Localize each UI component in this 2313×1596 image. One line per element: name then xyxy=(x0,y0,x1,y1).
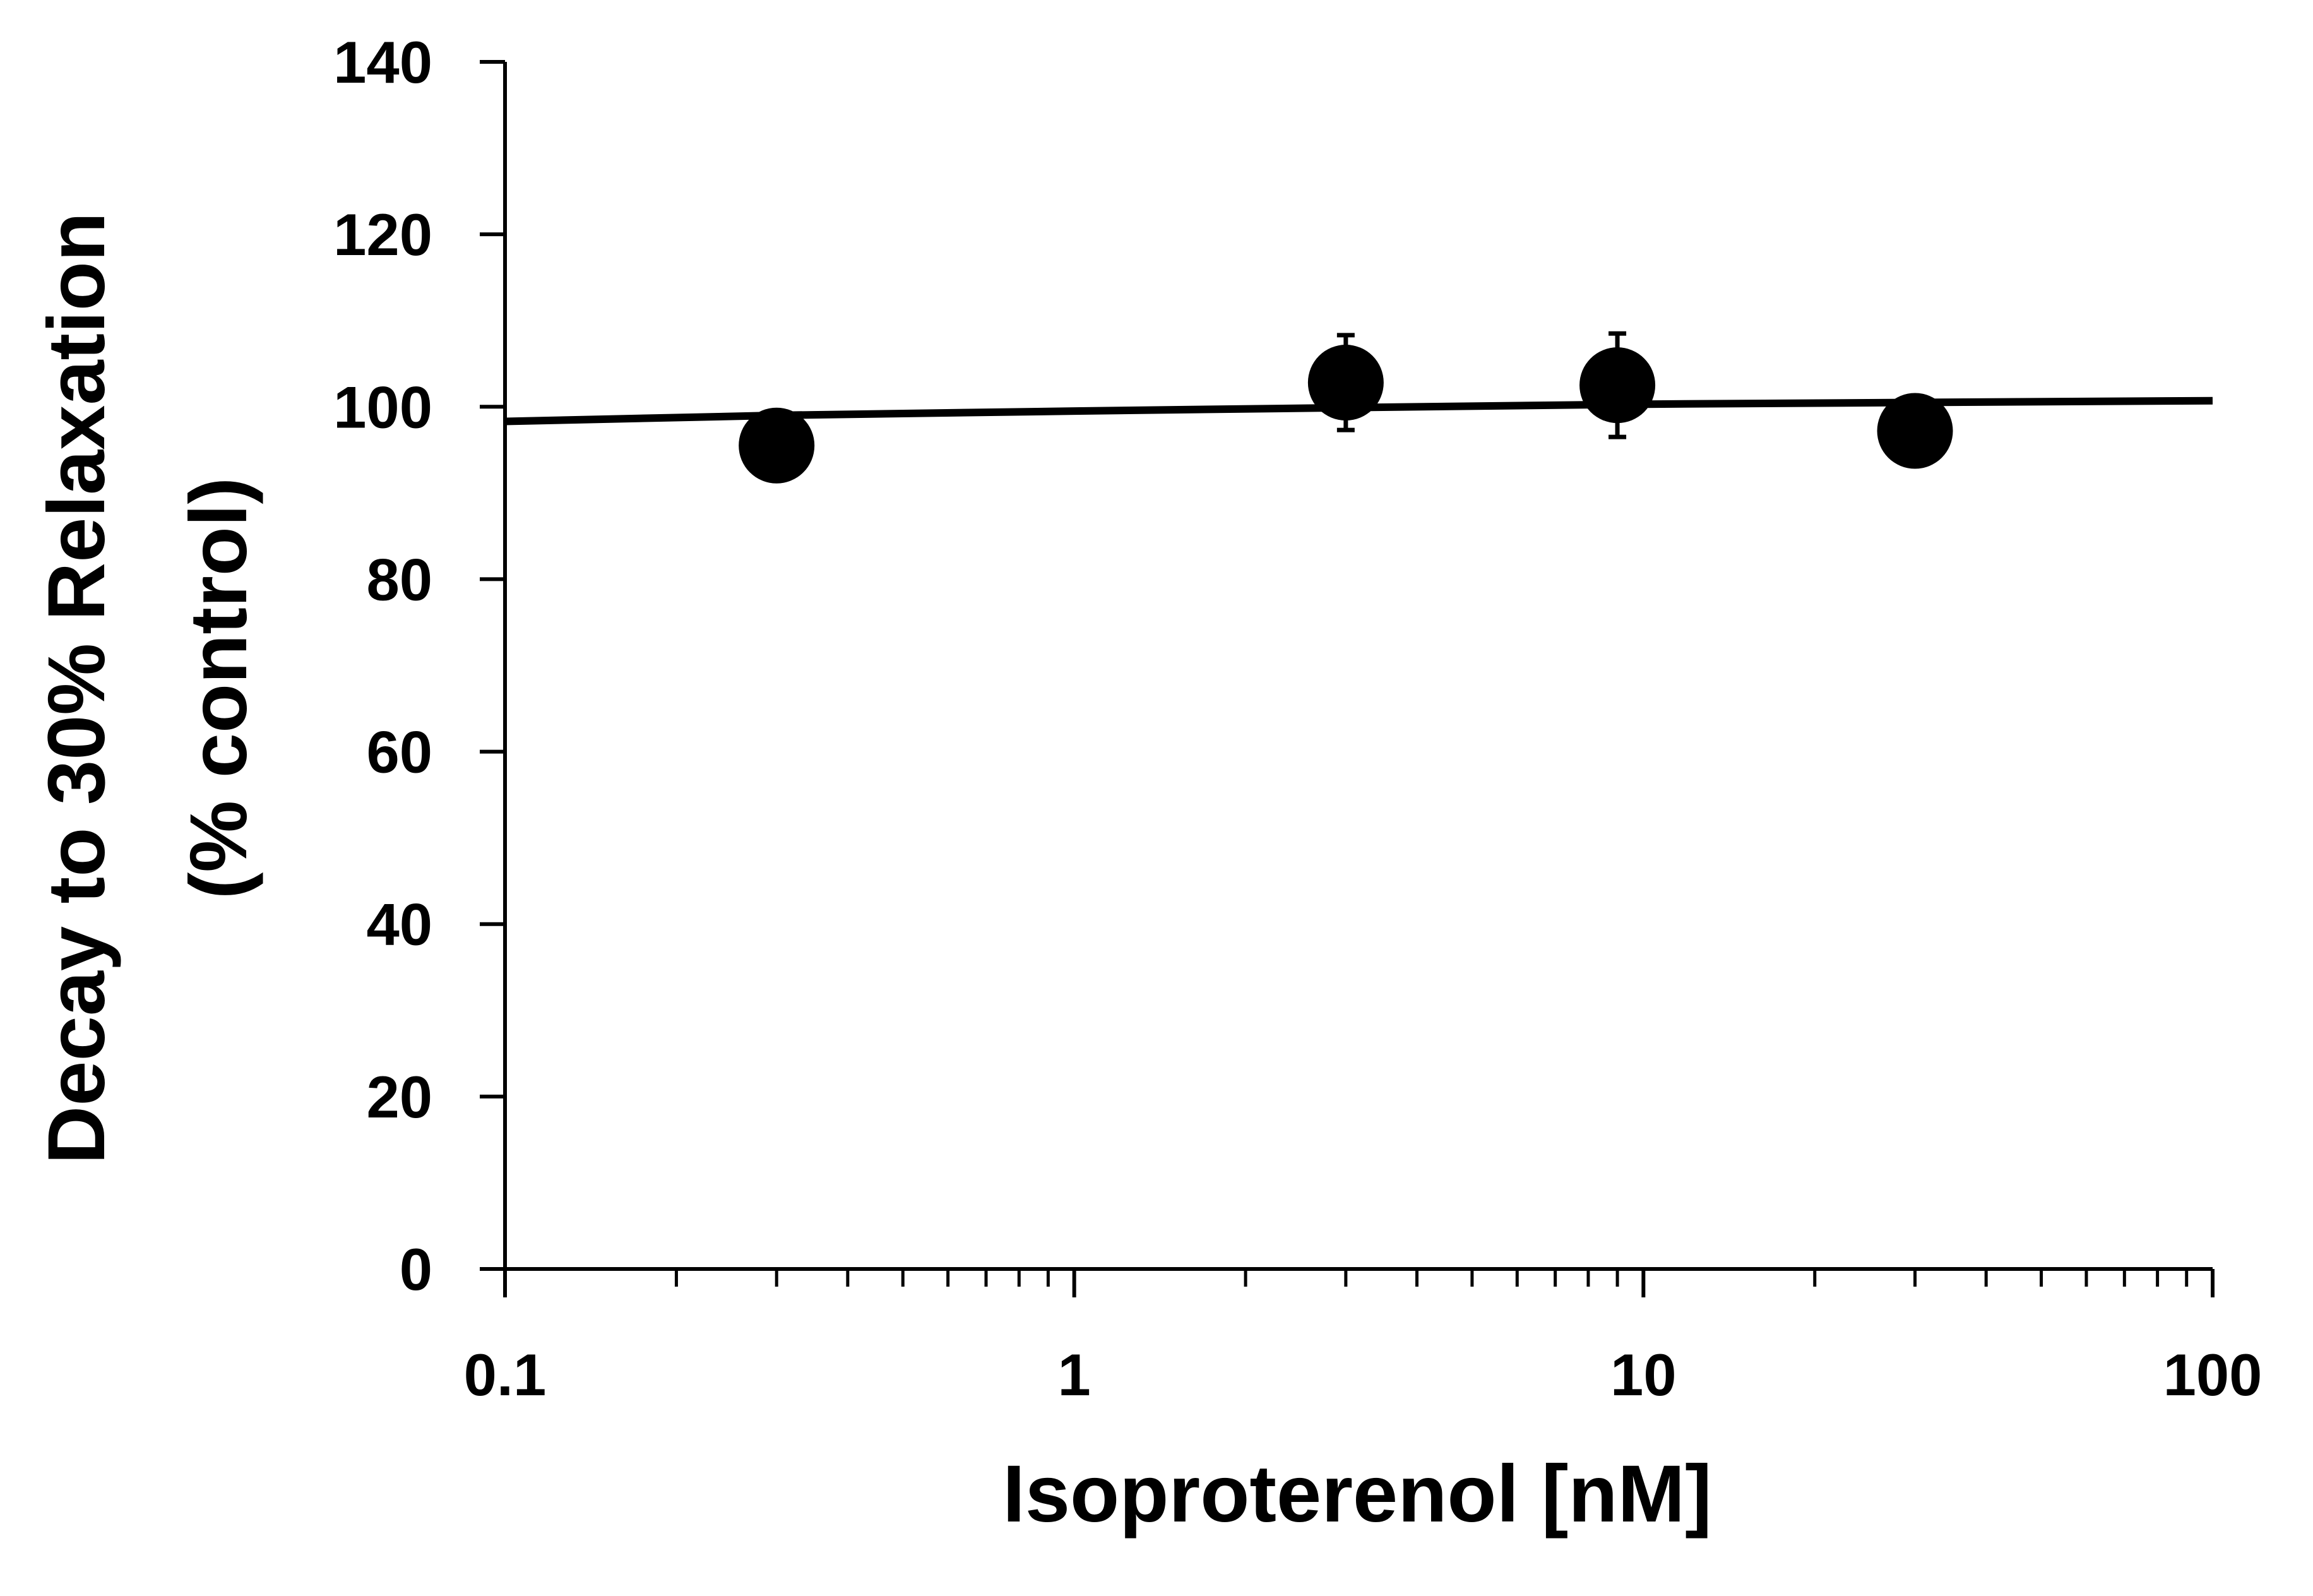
y-tick-label: 60 xyxy=(366,719,432,785)
y-tick-label: 140 xyxy=(333,29,432,95)
x-tick-label: 1 xyxy=(1058,1342,1091,1408)
x-tick-label: 100 xyxy=(2163,1342,2262,1408)
x-tick-label: 0.1 xyxy=(464,1342,547,1408)
data-point xyxy=(739,407,815,484)
y-tick-label: 20 xyxy=(366,1064,432,1130)
y-tick-label: 100 xyxy=(333,374,432,440)
y-tick-label: 120 xyxy=(333,201,432,268)
y-tick-label: 80 xyxy=(366,546,432,612)
y-axis-ticks: 0 20 40 60 80 100 120 140 xyxy=(333,29,505,1302)
x-tick-label: 10 xyxy=(1610,1342,1677,1408)
y-tick-label: 0 xyxy=(400,1236,432,1302)
x-axis-ticks: 0.1 1 10 100 xyxy=(464,1269,2262,1408)
data-point xyxy=(1877,393,1953,469)
axes xyxy=(480,62,2213,1271)
data-points xyxy=(739,331,1953,484)
y-axis-title-line2: (% control) xyxy=(174,477,264,899)
data-point xyxy=(1307,345,1384,421)
y-axis-title-line1: Decay to 30% Relaxation xyxy=(32,212,122,1164)
x-axis-title: Isoproterenol [nM] xyxy=(1002,1449,1712,1539)
y-tick-label: 40 xyxy=(366,891,432,958)
data-point xyxy=(1579,347,1656,424)
